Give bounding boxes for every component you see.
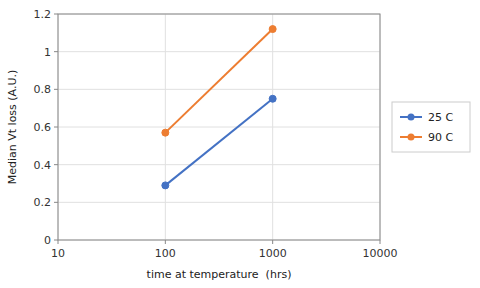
x-tick-label: 1000 xyxy=(259,247,287,260)
legend-box xyxy=(392,102,470,152)
x-tick xyxy=(165,240,166,244)
x-grid-line xyxy=(272,14,273,240)
y-grid-line xyxy=(58,51,380,52)
y-grid-line xyxy=(58,89,380,90)
y-tick-label: 0.4 xyxy=(34,159,52,172)
x-grid-line xyxy=(165,14,166,240)
y-tick-label: 1 xyxy=(44,46,51,59)
x-tick-label: 10 xyxy=(51,247,65,260)
y-tick xyxy=(54,51,58,52)
y-tick xyxy=(54,164,58,165)
legend-marker xyxy=(408,134,415,141)
data-point xyxy=(269,95,276,102)
y-tick xyxy=(54,14,58,15)
y-grid-line xyxy=(58,164,380,165)
legend-label: 25 C xyxy=(428,111,453,124)
y-tick-label: 1.2 xyxy=(34,8,52,21)
y-axis-label: Median Vt loss (A.U.) xyxy=(6,70,19,185)
plot-frame xyxy=(58,14,380,240)
y-tick xyxy=(54,202,58,203)
y-grid-line xyxy=(58,202,380,203)
x-tick-label: 10000 xyxy=(363,247,398,260)
x-axis-label: time at temperature (hrs) xyxy=(147,268,292,281)
axes: 0 0.2 0.4 0.6 0.8 1 1.2 10 100 1000 10000 xyxy=(34,8,398,260)
data xyxy=(162,26,276,189)
x-tick xyxy=(380,240,381,244)
data-point xyxy=(162,182,169,189)
data-point xyxy=(269,26,276,33)
y-tick-label: 0 xyxy=(44,234,51,247)
series-line xyxy=(165,29,272,133)
y-tick-label: 0.6 xyxy=(34,121,52,134)
y-tick xyxy=(54,89,58,90)
legend-label: 90 C xyxy=(428,131,453,144)
x-tick xyxy=(58,240,59,244)
x-tick-label: 100 xyxy=(155,247,176,260)
y-tick xyxy=(54,240,58,241)
y-tick xyxy=(54,127,58,128)
chart: 0 0.2 0.4 0.6 0.8 1 1.2 10 100 1000 10000 time at t… xyxy=(0,0,480,288)
y-tick-label: 0.2 xyxy=(34,196,52,209)
plot-background xyxy=(58,14,380,240)
y-tick-label: 0.8 xyxy=(34,83,52,96)
data-point xyxy=(162,129,169,136)
x-tick xyxy=(272,240,273,244)
y-grid-line xyxy=(58,127,380,128)
legend: 25 C 90 C xyxy=(392,102,470,152)
grid xyxy=(58,14,380,240)
legend-marker xyxy=(408,114,415,121)
series-line xyxy=(165,99,272,186)
